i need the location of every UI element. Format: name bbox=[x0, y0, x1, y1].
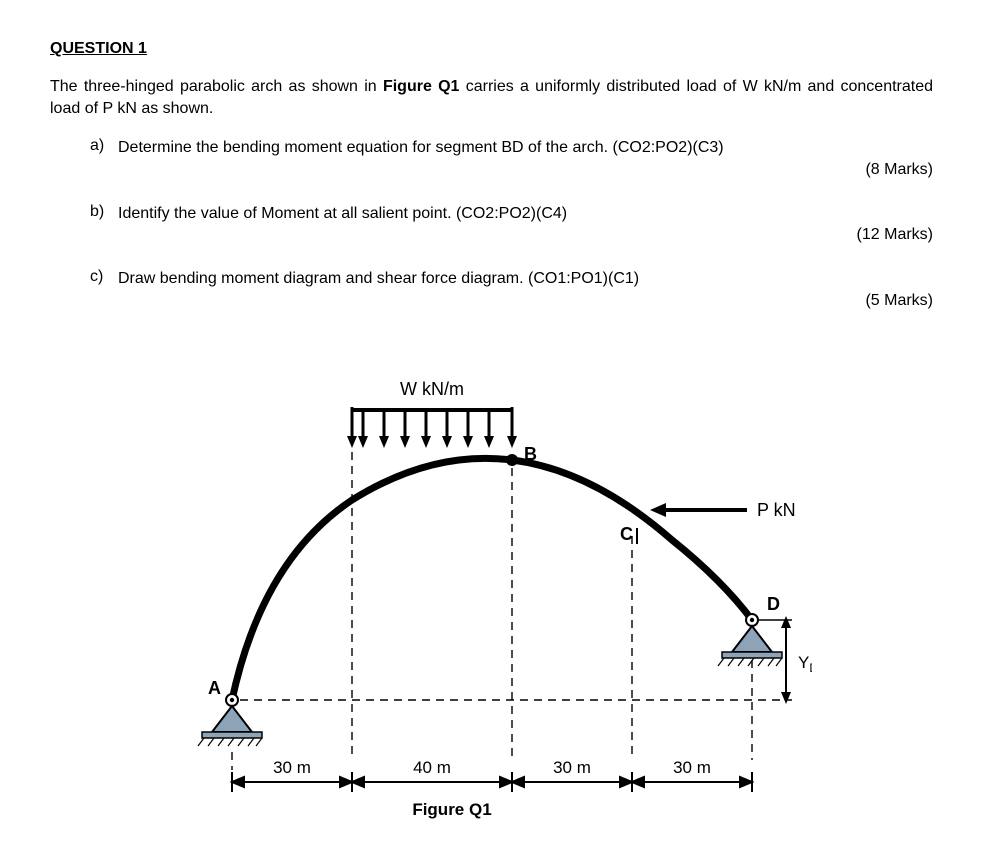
part-b-text: Identify the value of Moment at all sali… bbox=[118, 203, 933, 225]
figure-svg: W kN/m P kN A B C D bbox=[172, 360, 812, 820]
part-c-letter: c) bbox=[90, 268, 118, 290]
parts-list: a) Determine the bending moment equation… bbox=[50, 137, 933, 310]
part-b: b) Identify the value of Moment at all s… bbox=[90, 203, 933, 245]
part-b-letter: b) bbox=[90, 203, 118, 225]
question-heading: QUESTION 1 bbox=[50, 40, 933, 58]
part-c-text: Draw bending moment diagram and shear fo… bbox=[118, 268, 933, 290]
hinge-b bbox=[506, 454, 518, 466]
udl-load: W kN/m bbox=[347, 379, 517, 448]
label-a: A bbox=[208, 678, 221, 698]
part-a-text: Determine the bending moment equation fo… bbox=[118, 137, 933, 159]
part-a: a) Determine the bending moment equation… bbox=[90, 137, 933, 179]
figure-caption: Figure Q1 bbox=[412, 800, 491, 819]
dim-3: 30 m bbox=[553, 758, 591, 777]
intro-figure-ref: Figure Q1 bbox=[383, 78, 460, 95]
yd-label: Y bbox=[798, 653, 809, 672]
udl-label: W kN/m bbox=[400, 379, 464, 399]
dashed-lines bbox=[232, 452, 752, 770]
part-c: c) Draw bending moment diagram and shear… bbox=[90, 268, 933, 310]
svg-text:YD: YD bbox=[798, 653, 812, 675]
label-b: B bbox=[524, 444, 537, 464]
support-d bbox=[718, 614, 782, 666]
part-a-letter: a) bbox=[90, 137, 118, 159]
label-c: C bbox=[620, 524, 633, 544]
point-load-p: P kN bbox=[650, 500, 796, 520]
p-label: P kN bbox=[757, 500, 796, 520]
dim-2: 40 m bbox=[413, 758, 451, 777]
question-intro: The three-hinged parabolic arch as shown… bbox=[50, 76, 933, 119]
yd-dimension: YD bbox=[758, 616, 812, 704]
label-d: D bbox=[767, 594, 780, 614]
part-b-marks: (12 Marks) bbox=[90, 226, 933, 244]
figure-container: W kN/m P kN A B C D bbox=[50, 360, 933, 820]
dim-4: 30 m bbox=[673, 758, 711, 777]
intro-text-1: The three-hinged parabolic arch as shown… bbox=[50, 78, 383, 95]
yd-sub: D bbox=[809, 661, 812, 675]
part-a-marks: (8 Marks) bbox=[90, 161, 933, 179]
arch-curve bbox=[232, 458, 752, 700]
part-c-marks: (5 Marks) bbox=[90, 292, 933, 310]
support-a bbox=[198, 694, 262, 746]
dim-1: 30 m bbox=[273, 758, 311, 777]
